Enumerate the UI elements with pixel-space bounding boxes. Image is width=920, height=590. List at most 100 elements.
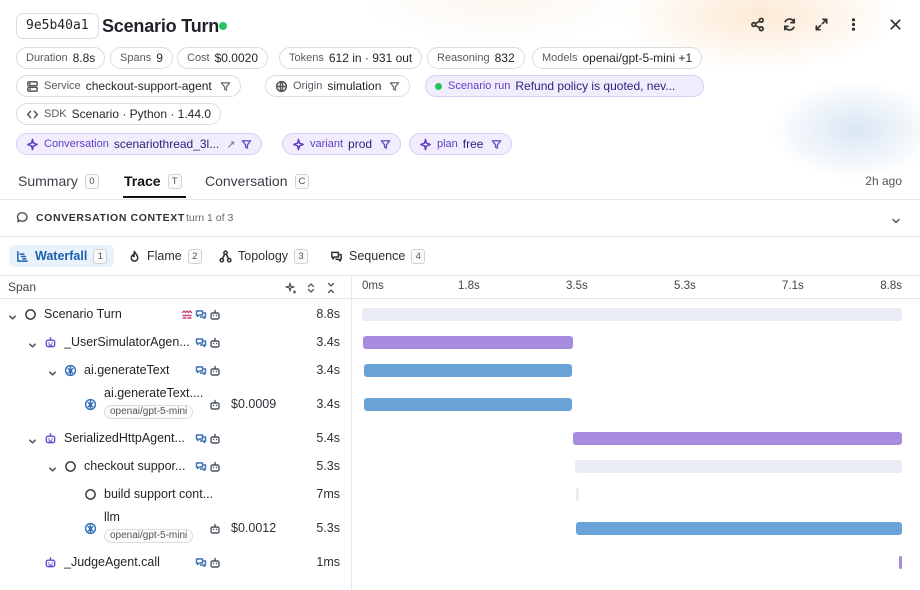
chat-icon	[195, 336, 207, 348]
tab-summary[interactable]: Summary 0	[18, 172, 99, 190]
tokens-value: 612 in · 931 out	[328, 51, 413, 65]
tab-label: Trace	[124, 173, 161, 189]
tab-trace[interactable]: Trace T	[124, 172, 182, 190]
duration-value: 8.8s	[72, 51, 96, 65]
span-name: llm	[104, 510, 120, 524]
flame-icon	[130, 250, 139, 262]
chat-icon	[195, 308, 207, 320]
scenario-run-value: Refund policy is quoted, nev...	[515, 79, 676, 93]
span-duration: 5.3s	[316, 459, 340, 473]
chevron-down-icon[interactable]	[48, 365, 57, 376]
share-icon[interactable]	[746, 13, 768, 35]
timeline-tick-label: 1.8s	[458, 280, 480, 292]
filter-icon[interactable]	[241, 139, 252, 150]
scenario-run-key: Scenario run	[448, 80, 511, 92]
span-bar[interactable]	[363, 335, 574, 349]
filter-icon[interactable]	[389, 81, 400, 92]
trace-id-badge[interactable]: 9e5b40a1	[16, 13, 99, 39]
conversation-chip[interactable]: Conversation scenariothread_3l... ↗	[16, 133, 263, 155]
collapse-all-icon[interactable]	[325, 281, 337, 294]
span-bar[interactable]	[899, 555, 902, 569]
span-name: build support cont...	[104, 487, 214, 501]
plan-value: free	[462, 137, 484, 151]
bot-icon	[209, 432, 221, 444]
scenario-badge-icon	[181, 308, 193, 320]
span-row[interactable]: build support cont... 7ms	[0, 480, 350, 508]
span-bar[interactable]	[574, 459, 902, 473]
span-row[interactable]: ai.generateText 3.4s	[0, 356, 350, 384]
view-label: Sequence	[349, 249, 406, 263]
plan-chip[interactable]: plan free	[409, 133, 513, 155]
sparkle-icon[interactable]	[285, 281, 297, 294]
origin-chip[interactable]: Origin simulation	[265, 75, 411, 97]
chevron-down-icon[interactable]	[48, 461, 57, 472]
span-duration: 1ms	[316, 555, 340, 569]
expand-all-icon[interactable]	[305, 281, 317, 293]
refresh-icon[interactable]	[778, 13, 800, 35]
view-waterfall[interactable]: Waterfall 1	[9, 245, 115, 267]
models-value: openai/gpt-5-mini +1	[582, 51, 693, 65]
expand-icon[interactable]	[810, 13, 832, 35]
service-key: Service	[44, 80, 81, 92]
timeline-tick-label: 7.1s	[782, 280, 804, 292]
scenario-run-chip[interactable]: Scenario run Refund policy is quoted, ne…	[425, 75, 704, 97]
chevron-down-icon[interactable]	[8, 309, 17, 320]
span-bar[interactable]	[575, 487, 579, 501]
variant-chip[interactable]: variant prod	[282, 133, 402, 155]
filter-icon[interactable]	[220, 81, 231, 92]
models-chip[interactable]: Models openai/gpt-5-mini +1	[532, 47, 703, 69]
view-topology[interactable]: Topology 3	[212, 245, 315, 267]
span-row[interactable]: llm openai/gpt-5-mini $0.0012 5.3s	[0, 508, 350, 548]
span-row[interactable]: Scenario Turn 8.8s	[0, 300, 350, 328]
span-row[interactable]: SerializedHttpAgent... 5.4s	[0, 424, 350, 452]
chevron-down-icon[interactable]	[28, 337, 37, 348]
view-sequence[interactable]: Sequence 4	[323, 245, 432, 267]
span-column-header: Span	[8, 280, 37, 294]
view-flame[interactable]: Flame 2	[121, 245, 209, 267]
chevron-down-icon[interactable]	[891, 213, 901, 224]
sdk-key: SDK	[44, 108, 67, 120]
span-row[interactable]: _UserSimulatorAgen... 3.4s	[0, 328, 350, 356]
view-label: Flame	[147, 249, 182, 263]
span-row[interactable]: ai.generateText.... openai/gpt-5-mini $0.0…	[0, 384, 350, 424]
cost-key: Cost	[187, 52, 210, 64]
filter-icon[interactable]	[491, 139, 502, 150]
spans-chip: Spans 9	[110, 47, 173, 69]
bot-icon	[209, 556, 221, 568]
span-bar[interactable]	[364, 397, 572, 411]
more-vertical-icon[interactable]	[842, 13, 864, 35]
span-bar[interactable]	[573, 431, 902, 445]
span-bar[interactable]	[576, 521, 902, 535]
conversation-key: Conversation	[44, 138, 109, 150]
close-icon[interactable]	[884, 13, 906, 35]
time-ago: 2h ago	[865, 174, 902, 188]
bot-icon	[209, 522, 221, 534]
sdk-chip: SDK Scenario · Python · 1.44.0	[16, 103, 222, 125]
bot-icon	[43, 335, 57, 349]
chat-icon	[195, 556, 207, 568]
sequence-icon	[331, 251, 342, 262]
cost-chip: Cost $0.0020	[177, 47, 269, 69]
tab-conversation[interactable]: Conversation C	[205, 172, 310, 190]
span-bar[interactable]	[364, 363, 572, 377]
chevron-down-icon[interactable]	[28, 433, 37, 444]
span-name: Scenario Turn	[44, 307, 122, 321]
timeline-tick-label: 3.5s	[566, 280, 588, 292]
external-link-icon[interactable]: ↗	[226, 138, 236, 151]
origin-key: Origin	[293, 80, 323, 92]
shortcut-badge: 2	[187, 248, 202, 264]
span-row[interactable]: checkout suppor... 5.3s	[0, 452, 350, 480]
shortcut-badge: 0	[84, 173, 99, 189]
cost-value: $0.0020	[214, 51, 259, 65]
duration-key: Duration	[26, 52, 68, 64]
sdk-value: Scenario · Python · 1.44.0	[71, 107, 212, 121]
waterfall-icon	[17, 250, 28, 262]
filter-icon[interactable]	[380, 139, 391, 150]
span-name: ai.generateText	[84, 363, 170, 377]
span-bar[interactable]	[362, 307, 902, 321]
context-label: CONVERSATION CONTEXT	[36, 212, 185, 224]
shortcut-badge: 3	[294, 248, 309, 264]
shortcut-badge: 4	[411, 248, 426, 264]
span-row[interactable]: _JudgeAgent.call 1ms	[0, 548, 350, 576]
service-chip[interactable]: Service checkout-support-agent	[16, 75, 241, 97]
